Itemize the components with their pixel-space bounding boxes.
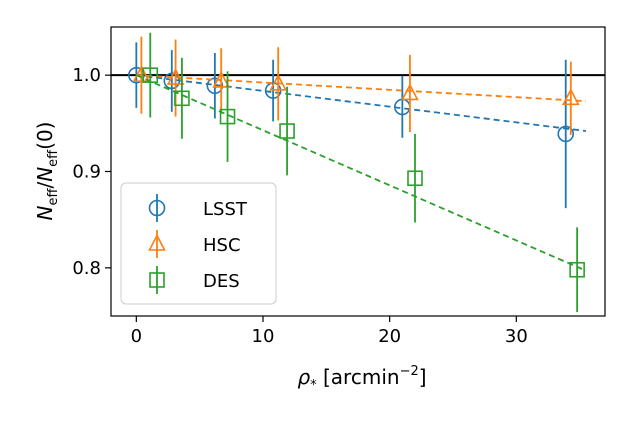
legend-marker-lsst: [148, 199, 166, 217]
y-tick-label: 0.9: [72, 162, 101, 183]
point-lsst: [206, 77, 224, 95]
series-hsc: [132, 36, 587, 135]
point-lsst: [163, 72, 181, 90]
legend-box: [120, 182, 277, 305]
x-axis-label: ρ* [arcmin−2]: [297, 364, 426, 393]
plot-frame: [110, 26, 606, 317]
point-hsc: [166, 67, 185, 85]
legend-label-lsst: LSST: [203, 199, 248, 220]
legend-marker-hsc: [148, 233, 166, 251]
legend-label-des: DES: [203, 271, 240, 292]
x-tick-label: 10: [252, 326, 275, 347]
legend-marker-des: [149, 272, 165, 288]
point-hsc: [561, 88, 580, 106]
point-des: [279, 123, 295, 139]
point-hsc: [132, 64, 151, 82]
y-tick-label: 1.0: [72, 65, 101, 86]
point-hsc: [212, 70, 231, 88]
point-des: [219, 108, 236, 125]
y-axis-label: Neff/Neff(0): [33, 122, 61, 221]
point-hsc: [269, 73, 288, 91]
data-layer: [110, 26, 606, 317]
fit-line-hsc: [136, 74, 587, 103]
point-des: [407, 170, 423, 187]
y-tick-label: 0.8: [72, 258, 101, 279]
point-lsst: [557, 125, 575, 143]
legend-label-hsc: HSC: [203, 235, 241, 256]
axes-layer: 0 10 20 30 0.8 0.9 1.0: [72, 65, 527, 347]
point-des: [174, 90, 190, 107]
x-tick-label: 0: [131, 326, 142, 347]
series-des: [135, 32, 587, 313]
fit-line-des: [135, 74, 587, 272]
point-des: [142, 67, 159, 83]
legend: LSST HSC DES: [120, 182, 277, 305]
x-tick-label: 20: [378, 326, 401, 347]
x-tick-label: 30: [505, 326, 528, 347]
point-des: [569, 261, 585, 278]
point-hsc: [401, 83, 419, 101]
fit-line-lsst: [136, 74, 587, 132]
